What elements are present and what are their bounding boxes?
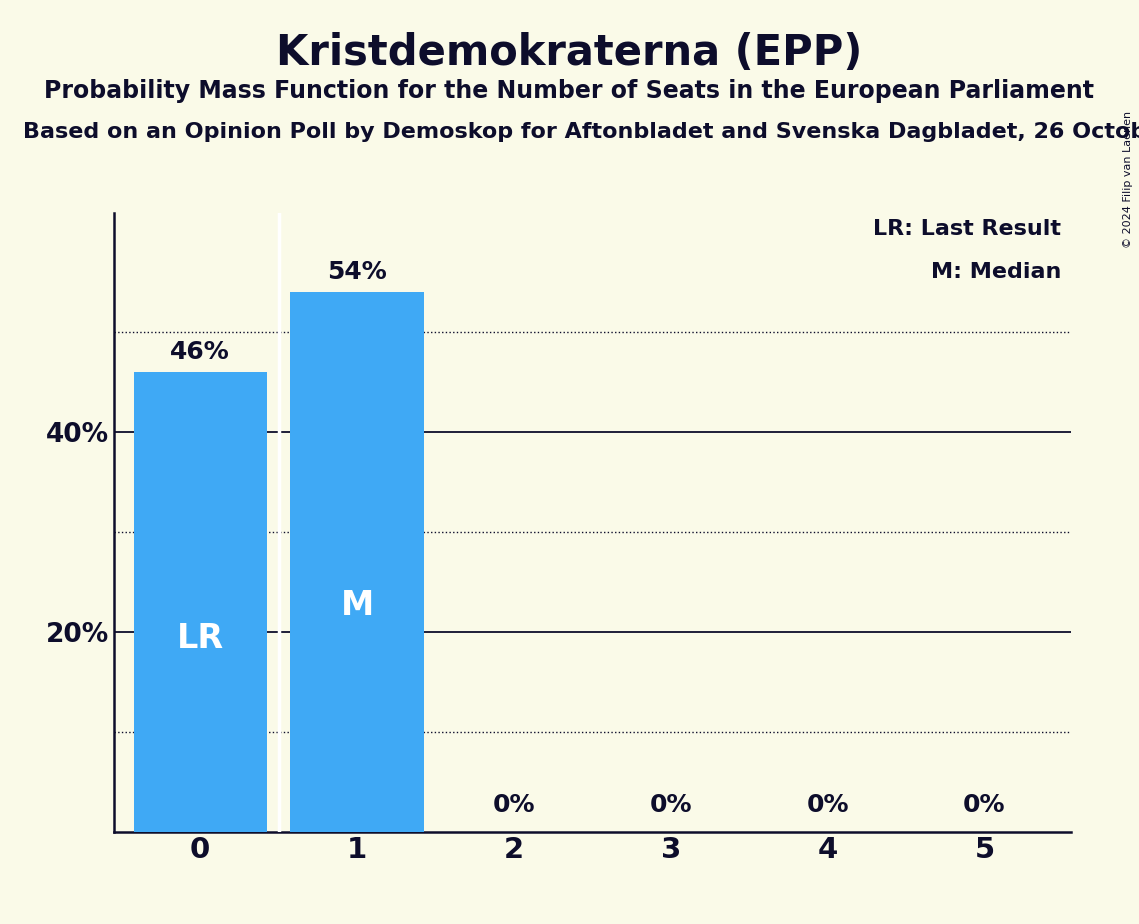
Text: Probability Mass Function for the Number of Seats in the European Parliament: Probability Mass Function for the Number… [44,79,1095,103]
Bar [290,292,424,832]
Text: 0%: 0% [492,793,535,817]
Text: 46%: 46% [171,340,230,364]
Text: LR: LR [177,622,223,655]
Text: LR: Last Result: LR: Last Result [874,219,1062,238]
Bar [133,372,267,832]
Text: 54%: 54% [327,261,387,285]
Text: Based on an Opinion Poll by Demoskop for Aftonbladet and Svenska Dagbladet, 26 O: Based on an Opinion Poll by Demoskop for… [23,122,1139,142]
Text: M: M [341,589,374,622]
Text: 0%: 0% [806,793,849,817]
Text: 0%: 0% [649,793,693,817]
Text: M: Median: M: Median [931,262,1062,282]
Text: © 2024 Filip van Laenen: © 2024 Filip van Laenen [1123,111,1133,248]
Text: 0%: 0% [964,793,1006,817]
Text: Kristdemokraterna (EPP): Kristdemokraterna (EPP) [277,32,862,74]
